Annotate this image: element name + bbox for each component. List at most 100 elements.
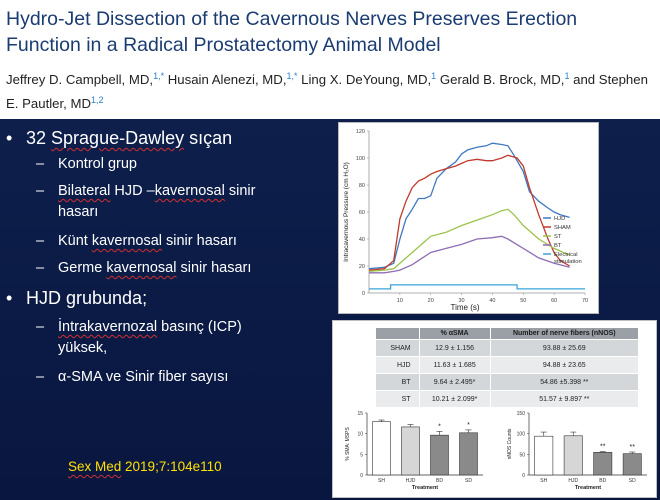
table-cell: 10.21 ± 2.099* (418, 390, 491, 408)
bar-bd (593, 452, 613, 476)
x-tick-label: 20 (428, 298, 434, 304)
author-2: Husain Alenezi, MD, (164, 72, 287, 87)
reference-volume: 2019;7:104e110 (121, 459, 222, 474)
table-cell: HJD (375, 356, 420, 374)
table-cell: BT (375, 373, 420, 391)
y-tick-label: 0 (522, 473, 525, 479)
icp-line-chart: 10 20 30 40 50 60 70 0 20 40 60 80 100 120 Time (s) Int… (338, 122, 599, 314)
table-cell: 51.57 ± 9.897 ** (489, 390, 640, 408)
dash-icon: – (36, 233, 45, 249)
table-row: ST 10.21 ± 2.099* 51.57 ± 9.897 ** (375, 390, 640, 408)
author-3: Ling X. DeYoung, MD, (297, 72, 432, 87)
reference-citation: Sex Med 2019;7:104e110 (68, 459, 222, 474)
x-axis-label: Time (s) (450, 303, 479, 312)
author-2-affiliation: 1,* (286, 71, 298, 81)
y-tick-label: 40 (359, 237, 365, 243)
dash-icon: – (36, 183, 45, 199)
x-tick-label: 50 (520, 298, 526, 304)
legend-label-bt: BT (554, 243, 562, 249)
series-line-2 (368, 208, 570, 273)
sub-bullet-blunt: – Künt kavernosal sinir hasarı (36, 231, 237, 252)
bar-bd (430, 434, 449, 476)
table-cell: 93.88 ± 25.69 (489, 339, 640, 357)
legend-label-hjd: HJD (554, 216, 565, 222)
legend-label-st: ST (554, 234, 562, 240)
results-panel: % αSMA Number of nerve fibers (nNOS) SHA… (332, 320, 657, 498)
sma-bar-chart-svg: 0 5 10 15 % SMA: MSPS SH HJD * BD * SD Treatment (345, 411, 483, 491)
author-4: Gerald B. Brock, MD, (436, 72, 565, 87)
bar-sh (372, 421, 391, 476)
author-1-affiliation: 1,* (153, 71, 165, 81)
significance-marker: ** (630, 444, 636, 451)
y-axis-label: Intracavernous Pressure (cm H₂O) (343, 162, 350, 262)
x-tick-label: SD (465, 478, 472, 484)
dash-icon: – (36, 156, 45, 172)
bullet-sample-size: • 32 Sprague-Dawley sıçan (6, 128, 233, 148)
dash-icon: – (36, 260, 45, 276)
table-header: Number of nerve fibers (nNOS) (489, 327, 640, 340)
x-tick-label: 30 (459, 298, 465, 304)
bullet-dot-icon: • (6, 288, 13, 308)
legend-label-sham: SHAM (554, 225, 571, 231)
table-row: BT 9.64 ± 2.495* 54.86 ±5.398 ** (375, 373, 640, 391)
table-row: SHAM 12.9 ± 1.156 93.88 ± 25.69 (375, 339, 640, 357)
y-tick-label: 10 (357, 432, 363, 438)
author-list: Jeffrey D. Campbell, MD,1,* Husain Alene… (6, 68, 658, 116)
x-tick-label: SD (629, 478, 636, 484)
x-axis-label: Treatment (412, 485, 438, 491)
table-cell: 54.86 ±5.398 ** (489, 373, 640, 391)
x-tick-label: HJD (568, 478, 578, 484)
series-line-3 (369, 235, 570, 274)
y-tick-label: 100 (517, 432, 526, 438)
significance-marker: * (438, 423, 441, 430)
y-tick-label: 60 (359, 210, 365, 216)
sma-bar-chart: 0 5 10 15 % SMA: MSPS SH HJD * BD * SD Treatment (341, 407, 489, 495)
bar-sd (459, 432, 478, 476)
x-tick-label: SH (378, 478, 385, 484)
bullet-hjd-group: • HJD grubunda; (6, 288, 148, 308)
results-table: % αSMA Number of nerve fibers (nNOS) SHA… (375, 327, 640, 408)
table-cell: 94.88 ± 23.65 (489, 356, 640, 374)
table-cell: 11.63 ± 1.685 (418, 356, 491, 374)
x-tick-label: BD (599, 478, 606, 484)
author-5: and Stephen E. Pautler, MD (6, 72, 648, 111)
series-line-0 (368, 142, 570, 270)
y-tick-label: 0 (360, 473, 363, 479)
bar-sh (534, 435, 554, 476)
reference-journal: Sex Med (68, 459, 122, 474)
series-line-1 (368, 154, 570, 271)
nnos-bar-chart: 0 50 100 150 nNOS Counts SH HJD ** BD ** SD Treatme… (503, 407, 653, 495)
x-tick-label: 60 (551, 298, 557, 304)
table-header: % αSMA (418, 327, 491, 340)
x-tick-label: 70 (582, 298, 588, 304)
y-axis-label: nNOS Counts (507, 428, 513, 459)
x-axis-label: Treatment (575, 485, 601, 491)
sub-bullet-control: – Kontrol grup (36, 154, 137, 175)
icp-chart-svg: 10 20 30 40 50 60 70 0 20 40 60 80 100 120 Time (s) Int… (343, 129, 588, 312)
paper-header: Hydro-Jet Dissection of the Cavernous Ne… (0, 0, 660, 119)
bullet-dot-icon: • (6, 128, 13, 148)
table-header (375, 327, 420, 340)
y-tick-label: 5 (360, 452, 363, 458)
sub-bullet-bilateral: – Bilateral HJD –kavernosal sinir hasarı (36, 183, 256, 220)
sub-bullet-stretch: – Germe kavernosal sinir hasarı (36, 258, 251, 279)
bar-hjd (563, 435, 583, 476)
y-tick-label: 20 (359, 264, 365, 270)
bar-hjd (401, 426, 420, 476)
author-5-affiliation: 1,2 (91, 95, 104, 105)
spellcheck-word: Sprague-Dawley (51, 128, 185, 148)
legend-label-electrical: Electrical (554, 252, 578, 258)
y-tick-label: 15 (357, 411, 363, 417)
y-tick-label: 150 (517, 411, 526, 417)
table-cell: SHAM (375, 339, 420, 357)
y-tick-label: 80 (359, 183, 365, 189)
sub-bullet-icp: – İntrakavernozal basınç (ICP) yüksek, (36, 319, 242, 356)
sub-bullet-sma: – α-SMA ve Sinir fiber sayısı (36, 367, 228, 388)
series-line-4 (369, 284, 585, 290)
y-tick-label: 0 (362, 291, 365, 297)
dash-icon: – (36, 319, 45, 335)
y-tick-label: 50 (519, 452, 525, 458)
table-row: HJD 11.63 ± 1.685 94.88 ± 23.65 (375, 356, 640, 374)
table-cell: 12.9 ± 1.156 (418, 339, 491, 357)
nnos-bar-chart-svg: 0 50 100 150 nNOS Counts SH HJD ** BD ** SD Treatme… (507, 411, 647, 491)
